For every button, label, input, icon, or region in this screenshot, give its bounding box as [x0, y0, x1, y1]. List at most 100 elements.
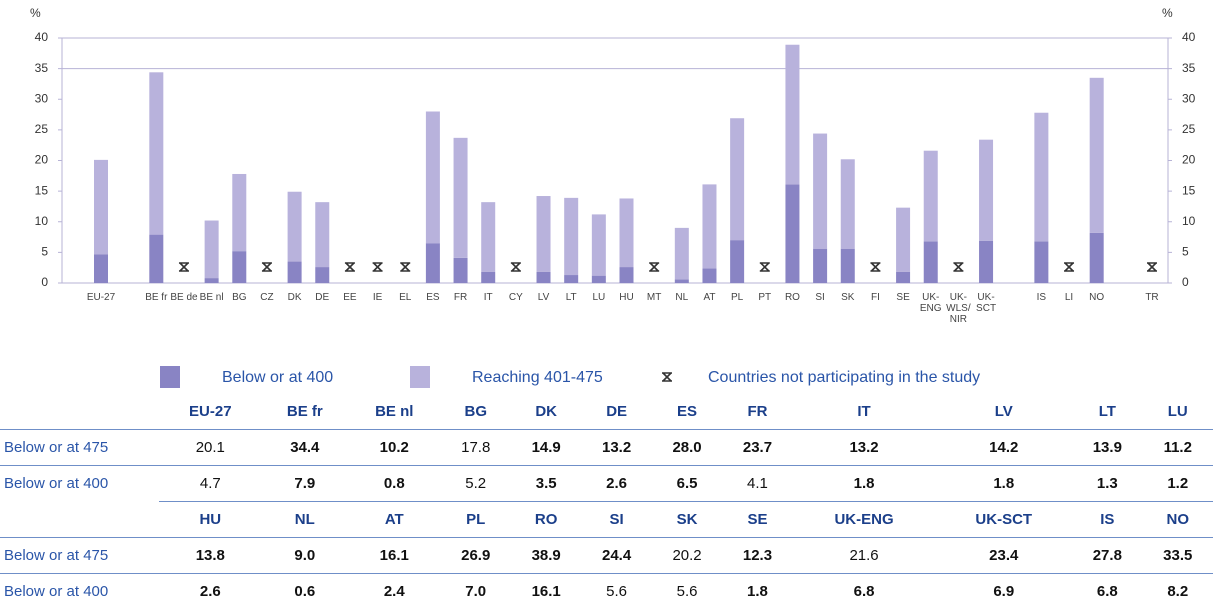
bar-segment: [1089, 77, 1104, 233]
bar-segment: [674, 279, 689, 283]
cell: 0.6: [261, 573, 349, 609]
bar-segment: [204, 278, 219, 283]
cell: 23.7: [722, 429, 793, 466]
x-tick-label-line: NIR: [950, 314, 967, 325]
bar-segment: [785, 44, 800, 185]
x-tick-label: LV: [538, 292, 550, 303]
x-tick-label: CY: [509, 292, 523, 303]
y2-tick-label: 15: [1182, 183, 1196, 197]
x-tick-label-line: EE: [343, 292, 357, 303]
column-header: IS: [1072, 501, 1143, 538]
x-tick-label-line: BE nl: [200, 292, 224, 303]
y-tick-label: 30: [35, 91, 49, 105]
x-tick-label: EU-27: [87, 292, 116, 303]
bar-segment: [923, 241, 938, 283]
x-tick-label: BE fr: [145, 292, 168, 303]
bar-segment: [785, 184, 800, 283]
column-header: UK-ENG: [792, 501, 936, 538]
bar-segment: [315, 267, 330, 283]
x-tick-label: HU: [619, 292, 633, 303]
cell: 10.2: [348, 429, 441, 466]
column-header: RO: [510, 501, 582, 538]
cell: 13.2: [581, 429, 652, 466]
cell: 2.6: [581, 465, 652, 502]
x-tick-label-line: LU: [592, 292, 605, 303]
column-header: ES: [677, 403, 698, 420]
x-tick-label: FI: [871, 292, 880, 303]
bar-segment: [979, 240, 994, 283]
y2-tick-label: 10: [1182, 214, 1196, 228]
legend-swatch: [410, 366, 430, 388]
cell: 14.9: [510, 429, 582, 466]
bar-segment: [94, 254, 108, 283]
cell: 11.2: [1142, 429, 1213, 466]
x-tick-label-line: IE: [373, 292, 383, 303]
not-participating-marker: [510, 262, 521, 272]
data-row: Below or at 475 13.8 9.0 16.1 26.9 38.9 24.4 20…: [0, 537, 1213, 574]
column-header: UK-SCT: [935, 501, 1073, 538]
not-participating-marker: [1064, 262, 1075, 272]
data-table: EU-27 BE fr BE nl BG DK DE ES FR IT LV LT LU Below o…: [0, 394, 1213, 609]
x-tick-label: RO: [785, 292, 800, 303]
chart: % % 0 0 5 5 10 10 15 15 20 20 25 25 30 30 35 35 40 40 EU-2…: [30, 6, 1196, 388]
cell: 21.6: [792, 537, 936, 574]
column-header: DK: [535, 403, 557, 420]
bar-segment: [536, 271, 551, 283]
cell: 16.1: [348, 537, 441, 574]
cell: 34.4: [261, 429, 349, 466]
x-tick-label-line: DK: [288, 292, 302, 303]
x-tick-label-line: WLS/: [946, 303, 971, 314]
x-tick-label-line: UK-: [977, 292, 994, 303]
cell: 17.8: [440, 429, 511, 466]
x-tick-label-line: BE de: [170, 292, 198, 303]
cell: 12.3: [722, 537, 793, 574]
x-tick-label: SK: [841, 292, 855, 303]
y2-tick-label: 5: [1182, 245, 1189, 259]
not-participating-marker: [953, 262, 964, 272]
bar-segment: [1089, 232, 1104, 283]
x-tick-label-line: TR: [1145, 292, 1158, 303]
bar-segment: [564, 197, 579, 276]
not-participating-marker: [400, 262, 411, 272]
bar-segment: [702, 268, 717, 283]
cell: 5.6: [651, 573, 723, 609]
x-tick-label-line: SCT: [976, 303, 996, 314]
row-label: Below or at 475: [0, 429, 159, 466]
bar-segment: [619, 267, 634, 283]
x-tick-label: BE nl: [200, 292, 224, 303]
cell: 26.9: [440, 537, 511, 574]
not-participating-marker: [1147, 262, 1157, 272]
y-unit: %: [30, 6, 41, 20]
x-tick-label: UK-SCT: [976, 292, 996, 314]
legend-marker: [662, 372, 672, 382]
bar-segment: [813, 133, 828, 249]
x-tick-label-line: LT: [566, 292, 577, 303]
y-tick-label: 5: [41, 245, 48, 259]
x-tick-label: NO: [1089, 292, 1104, 303]
cell: 4.7: [159, 465, 262, 502]
cell: 20.1: [159, 429, 262, 466]
y-tick-label: 15: [35, 183, 49, 197]
legend-label: Countries not participating in the study: [708, 369, 980, 386]
not-participating-marker: [759, 262, 770, 272]
bar-segment: [730, 118, 745, 241]
x-tick-label-line: HU: [619, 292, 633, 303]
bar-segment: [425, 243, 440, 283]
bar-segment: [923, 150, 938, 242]
not-participating-marker: [261, 262, 272, 272]
column-header: FR: [747, 403, 768, 420]
row-label: Below or at 475: [0, 537, 159, 574]
column-header: LT: [1098, 403, 1116, 420]
bar-segment: [425, 111, 440, 244]
y-tick-label: 10: [35, 214, 49, 228]
cell: 20.2: [651, 537, 723, 574]
x-tick-label: BG: [232, 292, 247, 303]
cell: 2.4: [348, 573, 441, 609]
y2-tick-label: 35: [1182, 61, 1196, 75]
column-header: BE nl: [375, 403, 414, 420]
cell: 23.4: [935, 537, 1073, 574]
cell: 1.8: [935, 465, 1073, 502]
y-tick-label: 25: [35, 122, 49, 136]
x-tick-label-line: MT: [647, 292, 661, 303]
x-tick-label: UK-WLS/NIR: [946, 292, 971, 325]
